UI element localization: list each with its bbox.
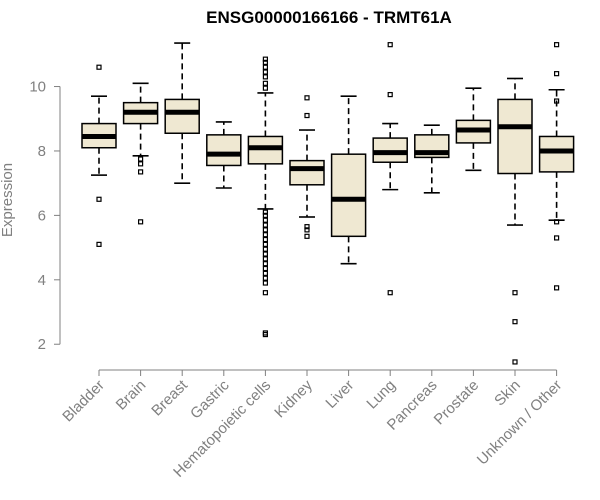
outlier-point (138, 161, 144, 167)
box-kidney (289, 95, 325, 239)
y-tick-label: 8 (38, 143, 46, 160)
outlier-point (304, 112, 310, 119)
outlier-point (262, 331, 268, 338)
outlier-point (262, 236, 268, 243)
outlier-point (262, 59, 268, 65)
box-skin (497, 77, 533, 365)
outlier-point (262, 270, 268, 276)
outlier-point (512, 359, 518, 365)
outlier-point (138, 169, 144, 175)
outlier-point (262, 241, 268, 247)
x-tick-label: Brain (113, 377, 150, 414)
outlier-point (387, 290, 393, 296)
outlier-point (553, 98, 560, 104)
outlier-point (512, 319, 518, 325)
outlier-point (262, 290, 268, 296)
outlier-point (262, 56, 268, 62)
outlier-point (96, 241, 102, 247)
x-tick-label: Bladder (59, 377, 108, 426)
y-tick-label: 10 (29, 79, 46, 96)
outlier-point (512, 290, 518, 296)
box-unknown-other (538, 42, 575, 291)
box-brain (122, 82, 159, 225)
iqr-box (164, 98, 200, 134)
outlier-point (553, 71, 560, 77)
outlier-point (138, 219, 144, 225)
outlier-point (262, 275, 268, 281)
box-hematopoietic-cells (247, 56, 284, 338)
outlier-point (138, 156, 144, 162)
iqr-box (497, 98, 533, 175)
outlier-point (553, 235, 560, 241)
outlier-point (262, 227, 268, 233)
y-tick-label: 2 (38, 336, 46, 353)
y-tick-label: 6 (38, 207, 46, 224)
chart-title: ENSG00000166166 - TRMT61A (206, 8, 452, 27)
x-tick-label: Skin (491, 377, 524, 410)
outlier-point (304, 224, 310, 230)
outlier-point (262, 85, 268, 91)
outlier-point (96, 64, 102, 70)
outlier-point (262, 217, 268, 223)
outlier-point (262, 69, 268, 75)
outlier-point (96, 196, 102, 202)
outlier-point (262, 246, 268, 252)
x-tick-label: Breast (148, 376, 191, 419)
x-tick-label: Liver (322, 377, 357, 412)
outlier-point (553, 285, 560, 291)
outlier-point (262, 222, 268, 228)
outlier-point (553, 42, 560, 48)
box-liver (330, 95, 367, 265)
outlier-point (262, 80, 268, 86)
iqr-box (330, 153, 367, 238)
box-gastric (206, 121, 242, 189)
outlier-point (304, 227, 310, 233)
box-prostate (455, 87, 492, 172)
x-tick-label: Lung (363, 377, 399, 413)
iqr-box (289, 159, 325, 186)
outlier-point (262, 74, 268, 80)
outlier-point (262, 261, 268, 267)
outlier-point (387, 91, 393, 98)
outlier-point (262, 251, 268, 257)
outlier-point (262, 209, 268, 215)
box-pancreas (414, 124, 450, 194)
y-axis: 2 4 6 8 10 (29, 79, 61, 353)
outlier-point (262, 280, 268, 286)
y-tick-label: 4 (38, 272, 46, 289)
outlier-point (262, 265, 268, 272)
outlier-point (304, 95, 310, 101)
box-lung (372, 42, 408, 296)
outlier-point (387, 42, 393, 48)
outlier-point (262, 256, 268, 262)
outlier-point (553, 219, 560, 225)
box-breast (164, 42, 200, 184)
iqr-box (206, 134, 242, 167)
outlier-point (262, 212, 268, 218)
outlier-point (304, 233, 310, 239)
outlier-point (262, 64, 268, 70)
x-tick-label: Kidney (271, 376, 316, 421)
boxes-group (81, 42, 575, 365)
x-tick-label: Prostate (431, 377, 483, 429)
y-axis-label: Expression (0, 163, 16, 237)
iqr-box (538, 135, 575, 173)
outlier-point (262, 232, 268, 238)
box-bladder (81, 64, 117, 247)
